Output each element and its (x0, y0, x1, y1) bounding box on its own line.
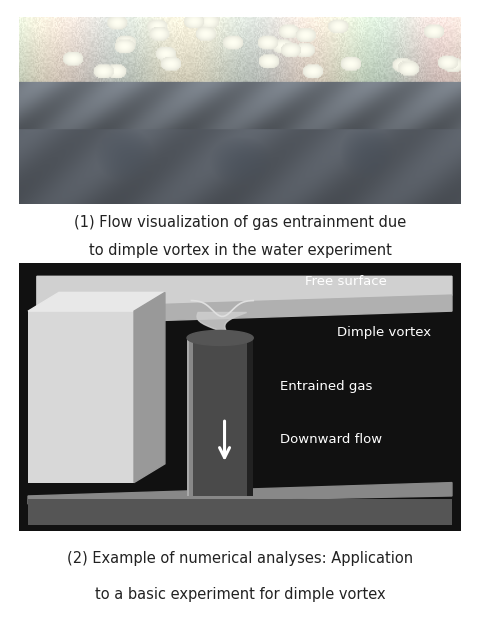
Bar (28, 498, 452, 525)
Polygon shape (134, 292, 165, 483)
Bar (28, 311, 134, 483)
Text: Free surface: Free surface (305, 275, 387, 288)
Text: to dimple vortex in the water experiment: to dimple vortex in the water experiment (89, 242, 391, 258)
Polygon shape (37, 277, 452, 308)
Text: (1) Flow visualization of gas entrainment due: (1) Flow visualization of gas entrainmen… (74, 214, 406, 230)
Bar (187, 338, 253, 496)
Bar (187, 338, 189, 496)
Text: to a basic experiment for dimple vortex: to a basic experiment for dimple vortex (95, 587, 385, 602)
Polygon shape (197, 313, 247, 330)
Polygon shape (28, 292, 165, 311)
Polygon shape (187, 330, 253, 345)
Bar (187, 338, 193, 496)
Polygon shape (37, 295, 452, 325)
Text: (2) Example of numerical analyses: Application: (2) Example of numerical analyses: Appli… (67, 551, 413, 566)
Text: Entrained gas: Entrained gas (280, 379, 372, 392)
Bar (247, 338, 253, 496)
Polygon shape (28, 483, 452, 504)
Text: Downward flow: Downward flow (280, 433, 382, 446)
Text: Dimple vortex: Dimple vortex (337, 326, 431, 339)
